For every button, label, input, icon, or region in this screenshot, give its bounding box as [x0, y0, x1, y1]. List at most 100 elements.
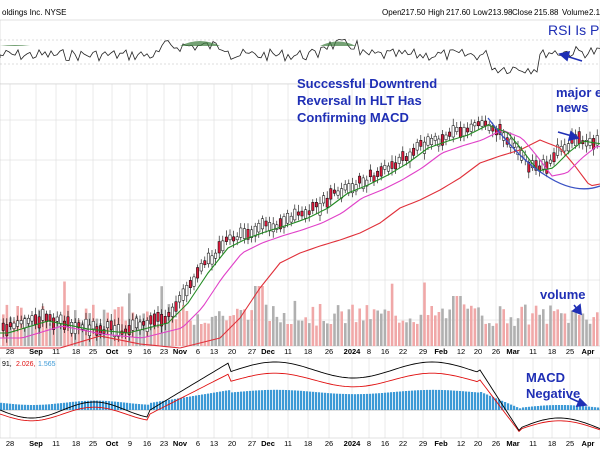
x-tick-label: 16: [381, 347, 389, 356]
volume-bar: [174, 319, 178, 346]
x-tick-label: 18: [548, 347, 556, 356]
macd-histogram-bar: [27, 404, 30, 410]
candle-body: [293, 208, 297, 221]
candle-body: [343, 184, 347, 191]
volume-bar: [387, 310, 390, 346]
macd-histogram-bar: [387, 392, 390, 410]
high-label: High: [428, 8, 444, 17]
macd-histogram-bar: [480, 392, 483, 410]
volume-bar: [488, 323, 491, 346]
macd-histogram-bar: [525, 407, 528, 410]
macd-histogram-bar: [408, 390, 411, 410]
candle-body: [566, 143, 570, 152]
x-tick-label: 8: [367, 347, 371, 356]
candle-body: [142, 321, 146, 326]
macd-histogram-bar: [117, 401, 120, 410]
macd-histogram-bar: [285, 390, 288, 410]
volume-bar: [462, 304, 466, 346]
candle-body: [397, 156, 401, 164]
macd-histogram-bar: [429, 389, 432, 410]
macd-histogram-bar: [414, 390, 417, 410]
volume-bar: [419, 314, 423, 346]
candle-body: [390, 161, 394, 169]
volume-bar: [358, 308, 361, 346]
macd-line: [0, 361, 600, 432]
macd-histogram-bar: [354, 394, 357, 410]
candle-body: [325, 197, 329, 208]
x-tick-label: Mar: [506, 347, 519, 356]
candle-body: [145, 320, 149, 332]
macd-histogram-bar: [213, 392, 216, 410]
cup-curve: [487, 117, 600, 190]
candle-body: [552, 152, 556, 163]
macd-histogram-bar: [99, 400, 102, 410]
volume-bar: [369, 319, 372, 346]
macd-histogram-bar: [558, 405, 561, 410]
macd-histogram-bar: [240, 391, 243, 410]
candle-body: [296, 211, 300, 216]
x-tick-label: Apr: [582, 347, 595, 356]
candle-body: [30, 315, 34, 322]
macd-histogram-bar: [198, 395, 201, 410]
macd-readout-prefix: 91,: [2, 361, 12, 368]
macd-histogram-bar: [567, 405, 570, 410]
macd-histogram-bar: [3, 403, 6, 410]
macd-histogram-bar: [588, 406, 591, 410]
volume-bar: [239, 310, 243, 346]
macd-histogram-bar: [30, 405, 33, 410]
low-value: 213.98: [488, 8, 513, 17]
candle-body: [408, 151, 412, 162]
x-tick-label: Sep: [29, 347, 43, 356]
candle-body: [448, 131, 452, 137]
macd-histogram-bar: [93, 400, 96, 410]
volume-bar: [322, 321, 325, 346]
candle-body: [473, 122, 477, 127]
macd-histogram-bar: [456, 390, 459, 410]
volume-bar: [218, 311, 221, 346]
volume-bar: [567, 322, 570, 346]
macd-histogram-bar: [48, 404, 51, 410]
candle-body: [440, 134, 444, 146]
candle-body: [469, 123, 473, 132]
candle-body: [62, 320, 66, 330]
candle-body: [282, 216, 286, 228]
macd-readout-signal: 1.565: [38, 361, 56, 368]
open-value: 217.50: [401, 8, 426, 17]
macd-histogram-bar: [546, 405, 549, 410]
candle-body: [206, 252, 210, 265]
macd-histogram-bar: [42, 404, 45, 410]
candle-body: [419, 140, 423, 147]
macd-histogram-bar: [24, 404, 27, 410]
volume-bar: [329, 324, 333, 346]
macd-annotation-line2: Negative: [526, 386, 580, 401]
macd-histogram-bar: [540, 405, 543, 410]
volume-bar: [192, 324, 196, 346]
rsi-overbought-fill: [320, 41, 356, 46]
candle-body: [91, 321, 95, 330]
macd-histogram-bar: [237, 391, 240, 410]
macd-histogram-bar: [465, 391, 468, 410]
macd-histogram-bar: [591, 406, 594, 410]
volume-bar: [308, 323, 311, 346]
macd-histogram-bar: [561, 405, 564, 410]
candle-body: [149, 315, 153, 325]
candle-body: [574, 134, 578, 146]
x-tick-label: 9: [128, 439, 132, 448]
volume-bar: [412, 322, 415, 346]
macd-histogram-bar: [132, 403, 135, 410]
macd-histogram-bar: [96, 400, 99, 410]
macd-histogram-bar: [360, 394, 363, 410]
macd-histogram-bar: [297, 390, 300, 410]
candle-body: [372, 175, 376, 182]
candle-body: [304, 209, 308, 219]
macd-histogram-bar: [549, 405, 552, 410]
volume-bar: [552, 311, 556, 346]
macd-histogram-bar: [303, 391, 306, 410]
volume-bar: [408, 318, 412, 346]
macd-histogram-bar: [90, 400, 93, 410]
x-tick-label: 18: [304, 347, 312, 356]
candle-body: [527, 161, 531, 173]
volume-bar: [243, 309, 246, 346]
macd-histogram-bar: [204, 394, 207, 410]
reversal-annotation-line2: Reversal In HLT Has: [297, 93, 422, 108]
